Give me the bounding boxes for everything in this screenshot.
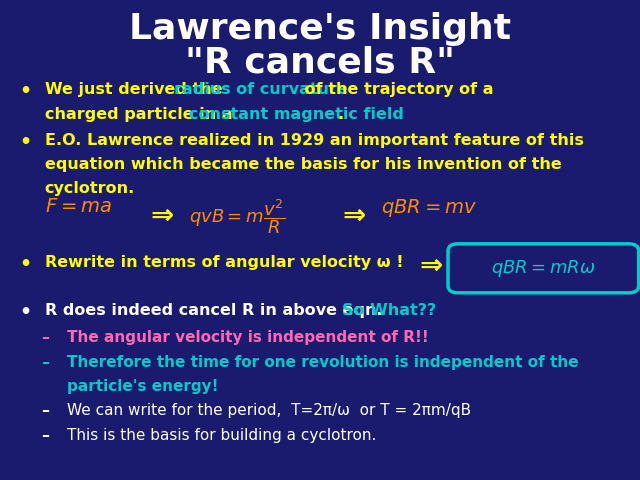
Text: cyclotron.: cyclotron. [45,181,135,196]
Text: radius of curvature: radius of curvature [174,82,348,96]
Text: $qBR = mv$: $qBR = mv$ [381,197,477,219]
Text: constant magnetic field: constant magnetic field [189,107,404,121]
Text: We can write for the period,  T=2π/ω  or T = 2πm/qB: We can write for the period, T=2π/ω or T… [67,403,471,418]
Text: •: • [19,303,31,323]
Text: –: – [42,330,50,345]
Text: particle's energy!: particle's energy! [67,379,219,394]
Text: The angular velocity is independent of R!!: The angular velocity is independent of R… [67,330,429,345]
Text: ⇒: ⇒ [419,252,442,280]
Text: –: – [42,428,50,443]
Text: Therefore the time for one revolution is independent of the: Therefore the time for one revolution is… [67,355,579,370]
Text: charged particle in a: charged particle in a [45,107,238,121]
Text: E.O. Lawrence realized in 1929 an important feature of this: E.O. Lawrence realized in 1929 an import… [45,133,584,148]
Text: •: • [19,82,31,101]
Text: $qvB = m\dfrac{v^2}{R}$: $qvB = m\dfrac{v^2}{R}$ [189,197,285,236]
Text: So What??: So What?? [342,303,436,318]
Text: •: • [19,255,31,275]
Text: Lawrence's Insight: Lawrence's Insight [129,12,511,46]
Text: •: • [19,133,31,153]
FancyBboxPatch shape [448,244,639,293]
Text: $F = ma$: $F = ma$ [45,197,111,216]
Text: ⇒: ⇒ [342,202,365,230]
Text: –: – [42,403,50,418]
Text: "R cancels R": "R cancels R" [185,46,455,80]
Text: ⇒: ⇒ [150,202,173,230]
Text: This is the basis for building a cyclotron.: This is the basis for building a cyclotr… [67,428,376,443]
Text: We just derived the: We just derived the [45,82,228,96]
Text: .: . [337,107,344,121]
Text: R does indeed cancel R in above eqn.: R does indeed cancel R in above eqn. [45,303,394,318]
Text: Rewrite in terms of angular velocity ω !: Rewrite in terms of angular velocity ω ! [45,255,403,270]
Text: $qBR = mR\omega$: $qBR = mR\omega$ [491,258,596,279]
Text: of the trajectory of a: of the trajectory of a [299,82,493,96]
Text: equation which became the basis for his invention of the: equation which became the basis for his … [45,157,561,172]
Text: –: – [42,355,50,370]
